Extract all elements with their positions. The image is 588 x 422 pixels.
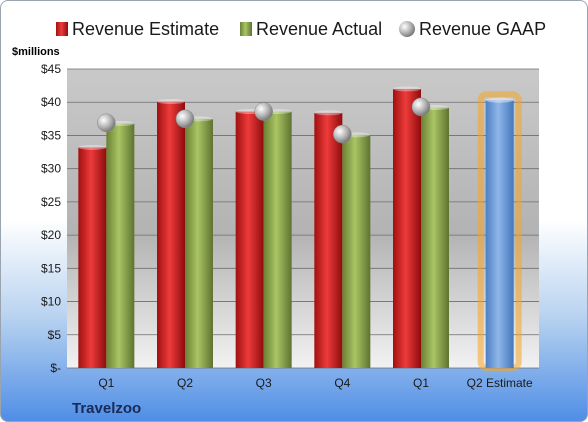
y-tick-label: $5: [48, 328, 62, 342]
y-tick-label: $20: [41, 228, 61, 242]
bar-revenue-estimate-body: [157, 101, 185, 369]
y-tick-label: $40: [41, 95, 61, 109]
bar-revenue-actual-body: [263, 111, 292, 368]
gaap-markers: [97, 97, 431, 144]
bar-revenue-estimate: [157, 99, 185, 369]
y-tick-label: $35: [41, 128, 61, 142]
y-tick-label: $30: [41, 162, 61, 176]
bar-q2-estimate-cap: [485, 97, 514, 103]
bar-revenue-estimate-cap: [393, 86, 421, 92]
x-tick-label: Q2 Estimate: [467, 376, 533, 390]
bar-revenue-actual-body: [421, 107, 449, 368]
bar-revenue-estimate-body: [235, 111, 264, 368]
bar-revenue-estimate-body: [393, 88, 421, 368]
y-tick-label: $10: [41, 295, 61, 309]
legend-label-revenue-estimate: Revenue Estimate: [72, 19, 219, 39]
bar-revenue-actual: [185, 116, 213, 368]
y-tick-label: $-: [50, 361, 61, 375]
bar-revenue-actual-body: [106, 123, 135, 369]
legend-item-revenue-actual: Revenue Actual: [240, 19, 382, 39]
marker-revenue-gaap: [333, 124, 352, 144]
legend-swatch-revenue-gaap: [399, 21, 415, 37]
company-name: Travelzoo: [72, 400, 141, 417]
gridlines: [67, 68, 539, 369]
bar-revenue-estimate: [235, 109, 264, 368]
bar-revenue-estimate-body: [78, 147, 107, 368]
marker-revenue-gaap: [411, 97, 431, 117]
bar-revenue-estimate: [393, 86, 421, 368]
x-tick-label: Q4: [334, 376, 350, 390]
legend: Revenue Estimate Revenue Actual Revenue …: [56, 19, 546, 39]
bar-revenue-estimate-cap: [157, 99, 185, 105]
bar-q2-estimate: [477, 91, 522, 372]
bar-revenue-actual-body: [342, 134, 371, 368]
y-axis-ticks: $- $5 $10 $15 $20 $25 $30 $35 $40 $45: [41, 62, 61, 375]
bar-revenue-actual: [263, 109, 292, 368]
y-tick-label: $15: [41, 261, 61, 275]
bar-revenue-estimate-cap: [78, 144, 107, 150]
bar-revenue-actual: [421, 105, 449, 368]
plot-area: [67, 69, 539, 368]
legend-item-revenue-estimate: Revenue Estimate: [56, 19, 219, 39]
legend-label-revenue-actual: Revenue Actual: [256, 19, 382, 39]
bars: [78, 86, 522, 372]
legend-swatch-revenue-estimate: [56, 22, 68, 36]
bar-revenue-estimate-body: [314, 112, 343, 368]
x-axis-ticks: Q1 Q2 Q3 Q4 Q1 Q2 Estimate: [98, 376, 533, 390]
y-tick-label: $45: [41, 62, 61, 76]
bar-q2-estimate-body: [485, 100, 514, 369]
x-tick-label: Q2: [177, 376, 193, 390]
legend-swatch-revenue-actual: [240, 22, 252, 36]
legend-label-revenue-gaap: Revenue GAAP: [419, 19, 546, 39]
marker-revenue-gaap: [175, 109, 195, 129]
bar-revenue-estimate: [314, 110, 343, 368]
bar-revenue-actual-body: [185, 118, 213, 368]
bar-revenue-estimate-cap: [314, 110, 343, 116]
bar-revenue-estimate: [78, 144, 107, 368]
marker-revenue-gaap: [254, 102, 273, 121]
bar-revenue-actual: [342, 132, 371, 368]
bar-revenue-actual: [106, 120, 135, 369]
y-axis-unit-label: $millions: [12, 46, 60, 58]
y-tick-label: $25: [41, 195, 61, 209]
legend-item-revenue-gaap: Revenue GAAP: [399, 19, 546, 39]
marker-revenue-gaap: [97, 113, 116, 133]
x-tick-label: Q1: [413, 376, 429, 390]
x-tick-label: Q1: [98, 376, 114, 390]
x-tick-label: Q3: [256, 376, 272, 390]
